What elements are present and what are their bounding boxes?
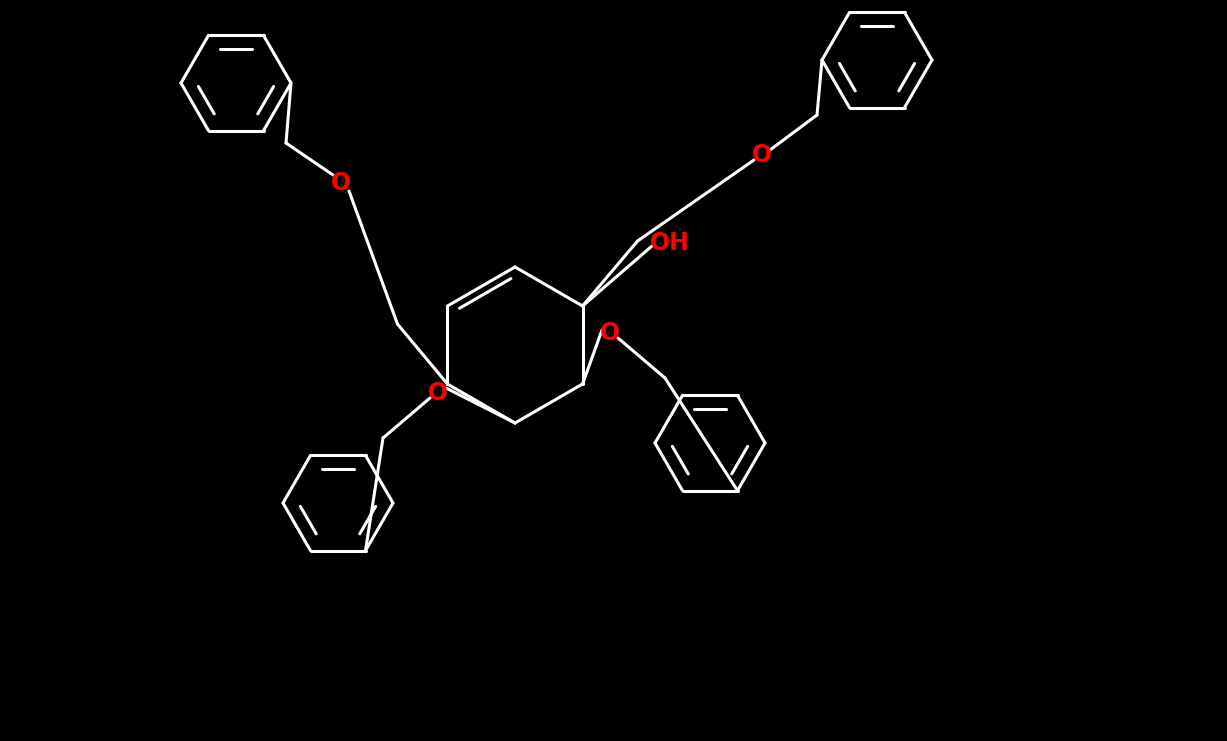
Text: OH: OH [650, 231, 690, 255]
Text: O: O [428, 381, 448, 405]
Text: O: O [752, 143, 772, 167]
Text: O: O [600, 321, 620, 345]
Text: O: O [331, 171, 351, 195]
